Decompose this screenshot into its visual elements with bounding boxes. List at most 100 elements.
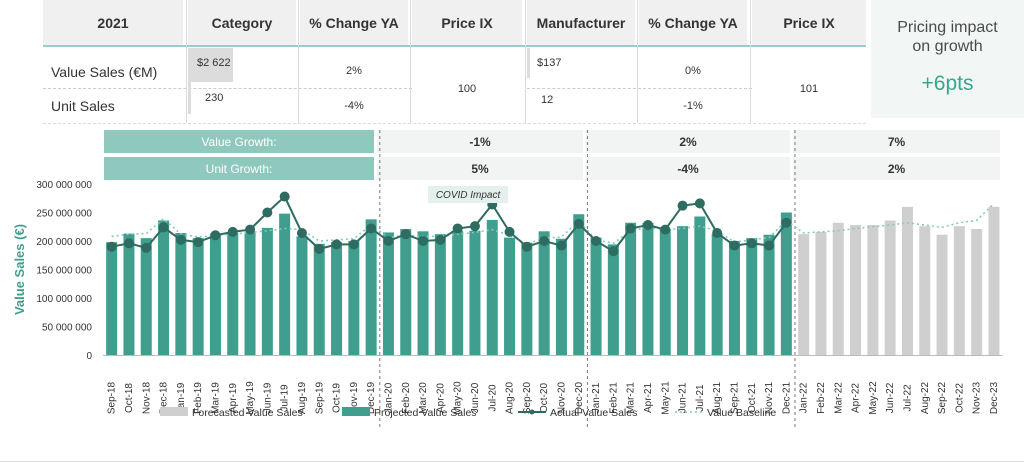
value-growth-2021: 2% bbox=[586, 130, 790, 153]
callout-title: Pricing impact on growth bbox=[871, 18, 1024, 56]
x-tick-label: Oct-19 bbox=[332, 383, 343, 413]
col-divider bbox=[637, 0, 638, 123]
callout-title-line1: Pricing impact bbox=[897, 19, 998, 36]
point-actual bbox=[348, 239, 359, 250]
unit-growth-2020: 5% bbox=[377, 157, 583, 180]
manufacturer-unit-sales: 12 bbox=[541, 94, 554, 106]
x-tick-label: Dec-18 bbox=[159, 381, 170, 414]
point-actual bbox=[435, 234, 446, 245]
value-growth-label: Value Growth: bbox=[104, 130, 374, 153]
manufacturer-price-ix: 101 bbox=[799, 83, 819, 95]
header-category-price-ix: Price IX bbox=[412, 0, 522, 45]
point-actual bbox=[383, 236, 394, 246]
x-tick-label: Nov-21 bbox=[764, 381, 775, 414]
x-tick-label: Apr-21 bbox=[643, 383, 654, 413]
bar-projected bbox=[555, 238, 567, 355]
category-price-ix: 100 bbox=[457, 83, 477, 95]
point-actual bbox=[694, 198, 705, 209]
point-actual bbox=[469, 221, 480, 232]
row-divider-2 bbox=[527, 88, 752, 89]
x-tick-label: May-19 bbox=[245, 381, 256, 415]
point-actual bbox=[314, 243, 325, 254]
bar-projected bbox=[296, 236, 308, 355]
callout-value: +6pts bbox=[921, 72, 974, 95]
point-actual bbox=[573, 218, 584, 229]
x-tick-label: Apr-22 bbox=[851, 383, 862, 413]
x-tick-label: Oct-20 bbox=[539, 383, 550, 413]
point-actual bbox=[521, 241, 532, 252]
bar-projected bbox=[469, 230, 481, 355]
point-actual bbox=[175, 234, 186, 245]
bar-forecast bbox=[867, 225, 879, 355]
unit-growth-2021: -4% bbox=[586, 157, 790, 180]
category-unit-sales: 230 bbox=[205, 92, 224, 104]
bar-projected bbox=[348, 241, 360, 355]
bar-projected bbox=[313, 243, 325, 355]
point-actual bbox=[764, 240, 775, 251]
legend-actual-marker bbox=[529, 409, 535, 415]
row-label-unit-sales: Unit Sales bbox=[51, 98, 115, 114]
x-tick-label: Jun-20 bbox=[470, 382, 481, 413]
col-divider bbox=[525, 0, 526, 123]
x-tick-label: Dec-20 bbox=[574, 381, 585, 414]
y-tick-label: 0 bbox=[86, 351, 92, 362]
category-unit-change: -4% bbox=[344, 100, 364, 112]
x-tick-label: Apr-19 bbox=[228, 383, 239, 413]
x-tick-label: Nov-19 bbox=[349, 381, 360, 414]
point-actual bbox=[193, 237, 204, 248]
point-actual bbox=[712, 228, 723, 239]
bar-projected bbox=[590, 237, 602, 355]
x-tick-label: Jan-22 bbox=[799, 382, 810, 413]
bar-projected bbox=[504, 237, 516, 355]
bar-projected bbox=[521, 242, 533, 355]
summary-table: 2021 Category % Change YA Price IX Manuf… bbox=[43, 0, 866, 125]
bar-forecast bbox=[832, 222, 844, 355]
point-actual bbox=[123, 238, 134, 249]
bar-projected bbox=[746, 238, 758, 355]
x-tick-label: Nov-18 bbox=[141, 381, 152, 414]
manufacturer-unit-change: -1% bbox=[683, 100, 703, 112]
x-tick-label: Sep-21 bbox=[729, 381, 740, 414]
x-tick-label: Jun-22 bbox=[885, 382, 896, 413]
bar-projected bbox=[140, 238, 152, 355]
bar-projected bbox=[452, 230, 464, 355]
series-line-baseline bbox=[111, 202, 995, 245]
bar-projected bbox=[192, 238, 204, 355]
x-tick-label: Mar-20 bbox=[418, 382, 429, 414]
bar-projected bbox=[106, 242, 118, 355]
x-tick-label: Oct-18 bbox=[124, 383, 135, 413]
bar-projected bbox=[227, 233, 239, 355]
annotation-box bbox=[428, 186, 509, 203]
x-tick-label: Aug-19 bbox=[297, 381, 308, 414]
legend-projected-swatch bbox=[342, 407, 370, 416]
point-actual bbox=[539, 236, 550, 246]
series-line-actual bbox=[111, 194, 788, 253]
x-tick-label: May-20 bbox=[453, 381, 464, 415]
bar-projected bbox=[625, 222, 637, 355]
pricing-impact-callout: Pricing impact on growth +6pts bbox=[871, 0, 1024, 118]
x-tick-label: Sep-22 bbox=[937, 381, 948, 414]
category-value-bar bbox=[188, 48, 233, 82]
bar-projected bbox=[175, 233, 187, 355]
point-actual bbox=[781, 217, 792, 228]
bar-forecast bbox=[901, 206, 913, 355]
x-tick-label: Aug-20 bbox=[505, 381, 516, 414]
point-actual bbox=[608, 246, 619, 257]
bar-projected bbox=[417, 231, 429, 355]
x-tick-label: Dec-23 bbox=[989, 381, 1000, 414]
point-actual bbox=[245, 224, 256, 235]
legend-projected-label: Projected Value Sales bbox=[374, 407, 477, 419]
y-axis-label: Value Sales (€) bbox=[12, 224, 27, 315]
point-actual bbox=[642, 220, 653, 231]
x-tick-label: Jan-19 bbox=[176, 382, 187, 413]
bar-forecast bbox=[919, 226, 931, 355]
point-actual bbox=[158, 222, 169, 233]
unit-growth-label: Unit Growth: bbox=[104, 157, 374, 180]
y-tick-label: 50 000 000 bbox=[42, 323, 92, 334]
bar-forecast bbox=[884, 220, 896, 355]
x-tick-label: Aug-21 bbox=[712, 381, 723, 414]
point-actual bbox=[452, 223, 463, 234]
bar-projected bbox=[763, 234, 775, 355]
x-tick-label: May-21 bbox=[660, 381, 671, 415]
bar-projected bbox=[261, 227, 273, 355]
